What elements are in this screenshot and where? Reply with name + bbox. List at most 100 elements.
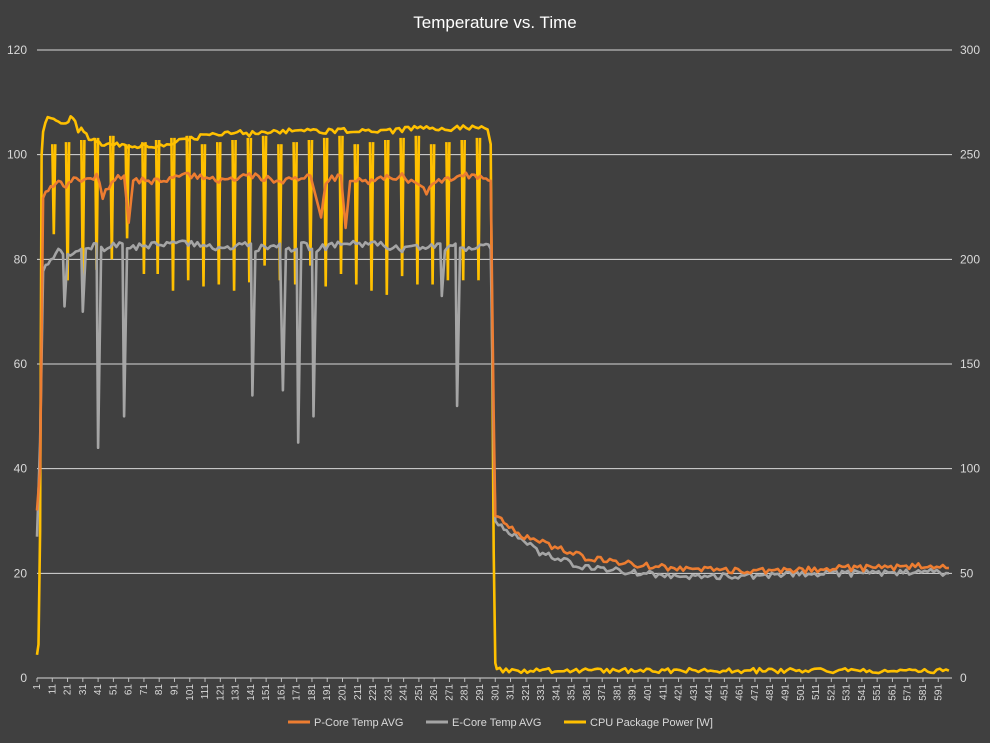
cpu-power-line: [35, 115, 950, 675]
x-tick-label: 401: [643, 684, 654, 701]
y-right-tick-label: 150: [960, 357, 980, 371]
power-dip: [141, 142, 147, 275]
power-dip: [124, 144, 130, 239]
x-tick-label: 421: [674, 684, 685, 701]
y-left-tick-label: 40: [14, 462, 28, 476]
x-tick-label: 441: [704, 684, 715, 701]
legend: P-Core Temp AVG E-Core Temp AVG CPU Pack…: [288, 717, 713, 729]
x-tick-label: 351: [567, 684, 578, 701]
x-tick-label: 381: [612, 684, 623, 701]
right-axis-ticks: 0 50 100 150 200 250 300: [960, 43, 980, 685]
x-tick-label: 541: [857, 684, 868, 701]
x-tick-label: 91: [169, 684, 180, 696]
y-right-tick-label: 300: [960, 43, 980, 57]
power-dip: [429, 144, 436, 285]
x-tick-label: 221: [368, 684, 379, 701]
x-axis-ticks: 1 11 21 31 41 51 61 71 81 91 101 111 121 131 141 151 161…: [32, 678, 944, 701]
power-dip: [185, 135, 192, 281]
x-tick-label: 321: [521, 684, 532, 701]
x-tick-label: 311: [506, 684, 517, 700]
power-dip: [475, 137, 482, 281]
x-tick-label: 461: [735, 684, 746, 701]
x-tick-label: 521: [826, 684, 837, 701]
x-tick-label: 361: [582, 684, 593, 701]
power-dip: [231, 139, 237, 291]
x-tick-label: 211: [353, 684, 364, 700]
legend-label-power: CPU Package Power [W]: [590, 717, 713, 729]
x-tick-label: 561: [887, 684, 898, 701]
x-tick-label: 411: [658, 684, 669, 700]
x-tick-label: 101: [185, 684, 196, 701]
x-tick-label: 171: [292, 684, 303, 701]
x-tick-label: 331: [536, 684, 547, 701]
x-tick-label: 141: [246, 684, 257, 701]
x-tick-label: 281: [460, 684, 471, 701]
x-tick-label: 31: [78, 684, 89, 696]
power-dip: [368, 142, 375, 291]
x-tick-label: 61: [124, 684, 135, 696]
x-tick-label: 371: [597, 684, 608, 701]
x-tick-label: 121: [215, 684, 226, 701]
power-dip: [445, 142, 451, 281]
x-tick-label: 261: [429, 684, 440, 701]
chart-title: Temperature vs. Time: [413, 13, 576, 32]
x-tick-label: 151: [261, 684, 272, 701]
x-tick-label: 111: [200, 684, 211, 700]
x-tick-label: 231: [383, 684, 394, 701]
legend-label-e-core: E-Core Temp AVG: [452, 717, 541, 729]
x-tick-label: 471: [750, 684, 761, 701]
power-dip: [200, 144, 207, 287]
x-tick-label: 391: [628, 684, 639, 701]
y-right-tick-label: 0: [960, 671, 967, 685]
power-dip: [353, 144, 360, 285]
x-tick-label: 131: [231, 684, 242, 701]
power-dip: [154, 139, 161, 275]
legend-label-p-core: P-Core Temp AVG: [314, 717, 403, 729]
x-tick-label: 501: [796, 684, 807, 701]
x-tick-label: 251: [414, 684, 425, 701]
y-left-tick-label: 0: [20, 671, 27, 685]
x-tick-label: 591: [933, 684, 944, 701]
x-tick-label: 21: [63, 684, 74, 696]
x-tick-label: 531: [842, 684, 853, 701]
x-tick-label: 581: [918, 684, 929, 701]
x-tick-label: 1: [32, 684, 43, 690]
x-tick-label: 291: [475, 684, 486, 701]
x-tick-label: 241: [399, 684, 410, 701]
y-right-tick-label: 200: [960, 252, 980, 266]
x-tick-label: 551: [872, 684, 883, 701]
x-tick-label: 511: [811, 684, 822, 700]
power-dip: [399, 137, 405, 277]
power-dip: [322, 137, 329, 287]
y-left-tick-label: 20: [14, 566, 28, 580]
power-dip: [338, 135, 344, 275]
y-right-tick-label: 100: [960, 462, 980, 476]
y-left-tick-label: 120: [7, 43, 27, 57]
y-left-tick-label: 60: [14, 357, 28, 371]
power-dip: [246, 137, 253, 283]
y-right-tick-label: 250: [960, 148, 980, 162]
x-tick-label: 51: [108, 684, 119, 696]
y-left-tick-label: 100: [7, 148, 27, 162]
series-lines: [35, 115, 950, 675]
x-tick-label: 201: [338, 684, 349, 701]
x-tick-label: 431: [689, 684, 700, 701]
power-dip: [170, 137, 176, 291]
x-tick-label: 571: [903, 684, 914, 701]
x-tick-label: 81: [154, 684, 165, 696]
x-tick-label: 481: [765, 684, 776, 701]
y-left-tick-label: 80: [14, 252, 28, 266]
p-core-temp-line: [35, 171, 949, 575]
x-tick-label: 341: [551, 684, 562, 701]
x-tick-label: 191: [322, 684, 333, 701]
x-tick-label: 161: [276, 684, 287, 701]
left-axis-ticks: 0 20 40 60 80 100 120: [7, 43, 27, 685]
power-dip: [109, 135, 115, 260]
x-tick-label: 11: [47, 684, 58, 695]
x-tick-label: 181: [307, 684, 318, 701]
power-dip: [292, 142, 298, 285]
x-tick-label: 491: [780, 684, 791, 701]
x-tick-label: 451: [719, 684, 730, 701]
